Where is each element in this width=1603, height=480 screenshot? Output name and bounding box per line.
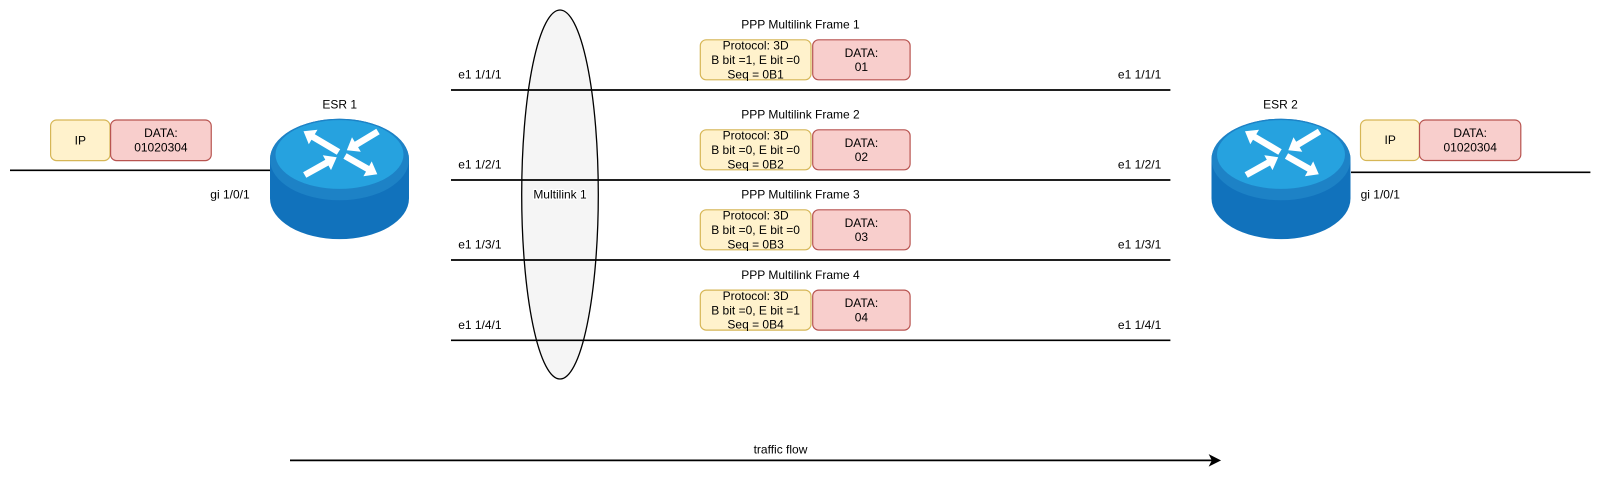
svg-text:DATA:: DATA: [845, 46, 879, 60]
svg-text:Protocol: 3D: Protocol: 3D [723, 209, 789, 223]
svg-text:e1 1/4/1: e1 1/4/1 [1118, 318, 1162, 332]
svg-text:gi 1/0/1: gi 1/0/1 [1361, 187, 1401, 201]
svg-text:PPP Multilink Frame 1: PPP Multilink Frame 1 [741, 18, 860, 32]
svg-text:Protocol: 3D: Protocol: 3D [723, 129, 789, 143]
svg-text:PPP Multilink Frame 4: PPP Multilink Frame 4 [741, 268, 860, 282]
svg-text:PPP Multilink Frame 3: PPP Multilink Frame 3 [741, 188, 860, 202]
svg-text:DATA:: DATA: [845, 296, 879, 310]
svg-text:DATA:: DATA: [1453, 126, 1487, 140]
svg-text:traffic flow: traffic flow [754, 443, 808, 457]
svg-text:e1 1/3/1: e1 1/3/1 [1118, 238, 1162, 252]
svg-text:03: 03 [855, 230, 869, 244]
svg-text:01020304: 01020304 [134, 141, 188, 155]
svg-text:Protocol: 3D: Protocol: 3D [723, 289, 789, 303]
svg-text:Seq = 0B4: Seq = 0B4 [727, 318, 784, 332]
svg-text:ESR 1: ESR 1 [322, 98, 357, 112]
svg-text:ESR 2: ESR 2 [1263, 98, 1298, 112]
svg-text:Seq = 0B1: Seq = 0B1 [727, 67, 784, 81]
svg-text:B bit =0, E bit =0: B bit =0, E bit =0 [711, 143, 800, 157]
svg-text:e1 1/1/1: e1 1/1/1 [458, 68, 502, 82]
svg-text:B bit =1, E bit =0: B bit =1, E bit =0 [711, 53, 800, 67]
svg-text:e1 1/1/1: e1 1/1/1 [1118, 68, 1162, 82]
svg-text:DATA:: DATA: [144, 126, 178, 140]
svg-text:B bit =0, E bit =1: B bit =0, E bit =1 [711, 303, 800, 317]
svg-text:04: 04 [855, 311, 869, 325]
svg-text:01: 01 [855, 60, 869, 74]
svg-text:Protocol: 3D: Protocol: 3D [723, 39, 789, 53]
svg-text:IP: IP [1385, 133, 1396, 147]
svg-text:e1 1/2/1: e1 1/2/1 [1118, 158, 1162, 172]
svg-text:e1 1/2/1: e1 1/2/1 [458, 158, 502, 172]
svg-text:PPP Multilink Frame 2: PPP Multilink Frame 2 [741, 108, 860, 122]
svg-text:Seq = 0B2: Seq = 0B2 [727, 157, 784, 171]
svg-text:Seq = 0B3: Seq = 0B3 [727, 237, 784, 251]
svg-text:e1 1/4/1: e1 1/4/1 [458, 318, 502, 332]
svg-text:02: 02 [855, 150, 869, 164]
svg-text:IP: IP [75, 133, 86, 147]
svg-text:gi 1/0/1: gi 1/0/1 [210, 188, 250, 202]
svg-text:DATA:: DATA: [845, 216, 879, 230]
svg-text:e1 1/3/1: e1 1/3/1 [458, 238, 502, 252]
svg-text:DATA:: DATA: [845, 136, 879, 150]
svg-text:01020304: 01020304 [1444, 140, 1498, 154]
svg-text:Multilink 1: Multilink 1 [533, 188, 587, 202]
svg-text:B bit =0, E bit =0: B bit =0, E bit =0 [711, 223, 800, 237]
